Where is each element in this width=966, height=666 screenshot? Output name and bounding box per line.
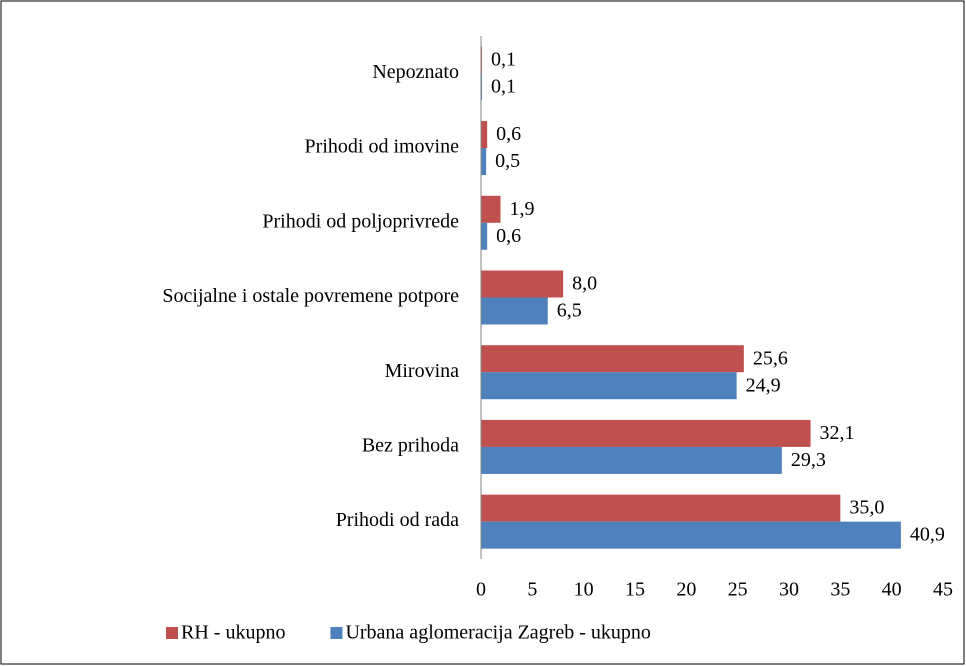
x-tick-label: 0 bbox=[476, 579, 486, 601]
y-tick-label: Socijalne i ostale povremene potpore bbox=[162, 285, 459, 307]
y-tick-label: Nepoznato bbox=[372, 61, 459, 83]
bar bbox=[481, 419, 811, 447]
value-label: 1,9 bbox=[510, 198, 535, 220]
legend-swatch bbox=[166, 627, 178, 639]
value-label: 0,6 bbox=[496, 225, 521, 247]
value-label: 0,1 bbox=[491, 75, 516, 97]
bar bbox=[481, 148, 487, 176]
x-tick-label: 35 bbox=[830, 579, 850, 601]
bar bbox=[481, 372, 737, 400]
value-label: 24,9 bbox=[746, 374, 781, 396]
bar bbox=[481, 121, 488, 149]
bar bbox=[481, 494, 841, 522]
x-tick-label: 25 bbox=[728, 579, 748, 601]
legend-label: RH - ukupno bbox=[181, 622, 285, 644]
x-tick-label: 40 bbox=[882, 579, 902, 601]
y-tick-label: Prihodi od poljoprivrede bbox=[262, 210, 459, 232]
bar bbox=[481, 195, 501, 223]
value-label: 6,5 bbox=[557, 300, 582, 322]
bar bbox=[481, 297, 548, 325]
value-label: 8,0 bbox=[572, 273, 597, 295]
value-label: 32,1 bbox=[820, 422, 855, 444]
legend-label: Urbana aglomeracija Zagreb - ukupno bbox=[345, 622, 650, 644]
y-tick-label: Prihodi od rada bbox=[336, 509, 459, 531]
bar bbox=[481, 222, 488, 250]
bar bbox=[481, 446, 782, 474]
value-label: 29,3 bbox=[791, 449, 826, 471]
value-label: 35,0 bbox=[849, 497, 884, 519]
value-label: 40,9 bbox=[910, 524, 945, 546]
value-label: 0,6 bbox=[496, 123, 521, 145]
value-label: 0,5 bbox=[495, 150, 520, 172]
bar bbox=[481, 46, 483, 74]
bar bbox=[481, 73, 483, 101]
x-tick-label: 20 bbox=[676, 579, 696, 601]
legend-swatch bbox=[330, 627, 343, 639]
bar bbox=[481, 270, 564, 298]
y-tick-label: Mirovina bbox=[385, 360, 460, 382]
y-tick-label: Bez prihoda bbox=[362, 435, 459, 457]
value-label: 0,1 bbox=[491, 48, 516, 70]
y-tick-label: Prihodi od imovine bbox=[305, 136, 460, 158]
bar bbox=[481, 521, 901, 549]
x-tick-label: 30 bbox=[779, 579, 799, 601]
value-label: 25,6 bbox=[753, 347, 788, 369]
x-tick-label: 5 bbox=[527, 579, 537, 601]
x-tick-label: 15 bbox=[625, 579, 645, 601]
bar bbox=[481, 345, 744, 373]
x-tick-label: 45 bbox=[933, 579, 953, 601]
x-tick-label: 10 bbox=[574, 579, 594, 601]
